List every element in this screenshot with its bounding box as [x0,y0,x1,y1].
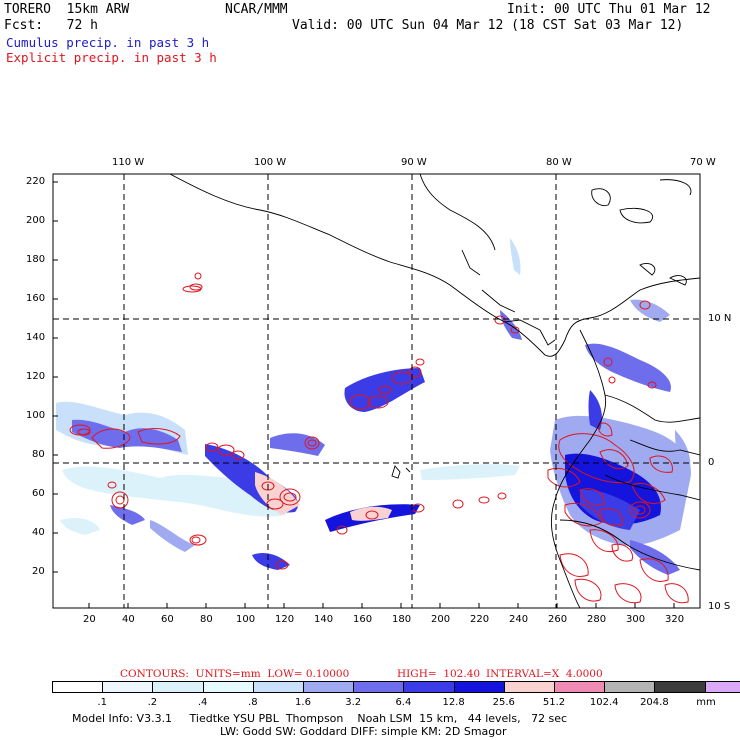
model-info: Model Info: V3.3.1 Tiedtke YSU PBL Thomp… [72,712,568,725]
colorbar-swatch [604,681,656,693]
lat-label-10s: 10 S [708,601,731,612]
x-tick: 240 [509,614,529,625]
colorbar-label: 3.2 [345,697,362,708]
colorbar-swatch [152,681,204,693]
contour-high: HIGH= 102.40 [397,668,481,680]
y-tick: 120 [26,371,46,382]
physics-info: LW: Godd SW: Goddard DIFF: simple KM: 2D… [220,725,507,738]
x-tick: 40 [122,614,135,625]
organization: NCAR/MMM [225,2,288,17]
y-tick: 180 [26,254,46,265]
lat-label-10n: 10 N [708,313,732,324]
colorbar-label: .8 [248,697,258,708]
explicit-legend: Explicit precip. in past 3 h [6,50,217,65]
colorbar-label: .1 [97,697,107,708]
colorbar-swatch [403,681,455,693]
x-tick: 120 [275,614,295,625]
colorbar-label: 1.6 [295,697,311,708]
x-tick: 280 [587,614,607,625]
x-tick: 220 [470,614,490,625]
explicit-precip-contours [69,272,689,604]
model-title: TORERO 15km ARW [4,2,130,17]
y-tick: 140 [26,332,46,343]
cumulus-precip-field [56,238,691,575]
colorbar-label: 12.8 [442,697,465,708]
colorbar-swatch [453,681,505,693]
x-tick: 300 [626,614,646,625]
x-tick: 320 [665,614,685,625]
contour-info: CONTOURS: UNITS=mm LOW= 0.10000 [120,668,350,680]
colorbar-swatch [654,681,706,693]
colorbar-swatch [353,681,405,693]
colorbar-swatch [202,681,254,693]
lon-label-70w: 70 W [690,157,716,168]
cumulus-legend: Cumulus precip. in past 3 h [6,35,210,50]
x-tick: 60 [161,614,174,625]
colorbar-swatch [252,681,304,693]
x-tick: 80 [200,614,213,625]
colorbar-label: 6.4 [395,697,412,708]
y-tick: 40 [32,527,45,538]
y-tick: 100 [26,410,46,421]
colorbar-swatch [554,681,606,693]
forecast-hour: Fcst: 72 h [4,18,98,33]
y-tick: 200 [26,215,46,226]
lon-label-90w: 90 W [401,157,427,168]
colorbar-label: .4 [197,697,208,708]
colorbar-label: 51.2 [542,697,566,708]
colorbar-swatch [303,681,355,693]
colorbar-unit: mm [696,697,716,708]
x-tick: 200 [431,614,451,625]
colorbar-swatch [704,681,740,693]
colorbar-label: .2 [147,697,158,708]
colorbar-swatch [52,681,104,693]
map-frame [52,173,701,609]
lon-label-100w: 100 W [254,157,287,168]
x-tick: 180 [392,614,412,625]
y-tick: 160 [26,293,46,304]
colorbar-label: 204.8 [640,697,669,708]
x-tick: 160 [353,614,373,625]
colorbar-label: 25.6 [492,697,515,708]
init-time: Init: 00 UTC Thu 01 Mar 12 [507,2,711,17]
y-tick: 60 [32,488,45,499]
lon-label-110w: 110 W [112,157,145,168]
contour-interval: INTERVAL=X 4.0000 [486,668,603,680]
x-tick: 260 [548,614,568,625]
lat-label-0: 0 [708,457,715,468]
y-tick: 20 [32,566,45,577]
y-tick: 220 [26,176,46,187]
colorbar-swatch [102,681,154,693]
valid-time: Valid: 00 UTC Sun 04 Mar 12 (18 CST Sat … [292,18,684,33]
axis-ticks [53,181,675,608]
graticule [53,174,700,608]
lon-label-80w: 80 W [546,157,572,168]
colorbar-swatch [503,681,555,693]
x-tick: 100 [236,614,256,625]
x-tick: 140 [314,614,334,625]
colorbar-label: 102.4 [589,697,619,708]
x-tick: 20 [83,614,96,625]
y-tick: 80 [32,449,45,460]
coastline-borders [169,174,700,608]
